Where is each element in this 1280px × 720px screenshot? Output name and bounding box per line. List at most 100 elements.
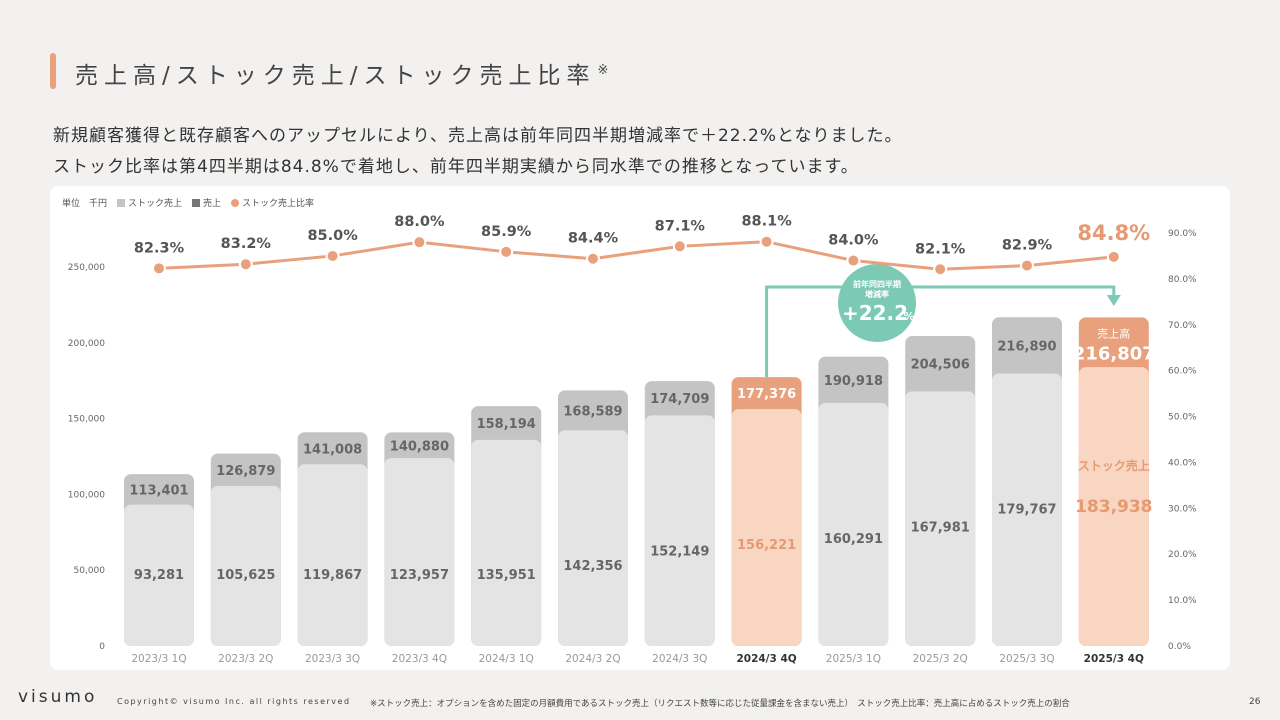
total-value-label: 113,401 — [129, 483, 188, 498]
legend-stock: ストック売上 — [117, 196, 182, 209]
x-tick-label: 2025/3 3Q — [999, 653, 1054, 665]
stock-value-label: 119,867 — [303, 568, 362, 583]
total-value-label: 216,890 — [997, 339, 1056, 354]
ratio-value-label: 82.3% — [134, 240, 185, 256]
ratio-value-label: 85.9% — [481, 224, 532, 240]
ratio-point — [412, 235, 427, 250]
stock-bar — [384, 458, 455, 646]
page-title-text: 売上高/ストック売上/ストック売上比率 — [75, 63, 596, 89]
ratio-value-label: 83.2% — [221, 236, 272, 252]
total-value-label: 158,194 — [477, 417, 536, 432]
ratio-line — [158, 240, 1114, 271]
stock-bar — [558, 430, 628, 646]
stock-value-label: 105,625 — [216, 568, 275, 583]
y-right-tick-label: 50.0% — [1168, 413, 1197, 423]
total-value-label: 190,918 — [824, 374, 883, 389]
yoy-callout-unit: % — [903, 310, 914, 323]
total-value-label: 174,709 — [650, 392, 709, 407]
stock-bar — [1078, 367, 1149, 646]
stock-value-label: 123,957 — [390, 568, 449, 583]
stock-value-label: 183,938 — [1075, 497, 1152, 517]
y-left-tick-label: 200,000 — [68, 339, 105, 349]
stock-bar-caption: ストック売上 — [1078, 458, 1150, 473]
x-tick-label: 2023/3 3Q — [305, 653, 360, 665]
yoy-bracket-line — [765, 285, 1116, 378]
y-right-tick-label: 80.0% — [1168, 275, 1197, 285]
y-left-tick-label: 0 — [99, 642, 105, 652]
stock-bar — [210, 485, 281, 646]
ratio-point — [499, 244, 514, 259]
y-right-tick-label: 40.0% — [1168, 458, 1197, 468]
title-accent-bar — [50, 53, 56, 89]
stock-bar — [471, 439, 542, 646]
stock-bar — [124, 504, 194, 646]
ratio-point — [672, 239, 687, 254]
x-tick-label: 2023/3 4Q — [392, 653, 447, 665]
footnote-text: ※ストック売上：オプションを含めた固定の月額費用であるストック売上（リクエスト数… — [370, 699, 1070, 709]
y-right-tick-label: 20.0% — [1168, 550, 1197, 560]
total-value-label: 168,589 — [563, 404, 622, 419]
yoy-callout-line2: 増減率 — [865, 289, 889, 299]
stock-bar — [818, 402, 889, 646]
legend-total-swatch — [192, 199, 201, 207]
yoy-callout-value: +22.2 — [842, 301, 908, 325]
x-tick-label: 2023/3 2Q — [218, 653, 273, 665]
ratio-value-label: 82.9% — [1002, 238, 1053, 254]
total-value-label: 216,807 — [1073, 343, 1155, 364]
ratio-point — [759, 234, 774, 249]
stock-value-label: 179,767 — [997, 502, 1056, 517]
ratio-value-label: 82.1% — [915, 241, 966, 257]
page-number: 26 — [1249, 697, 1261, 707]
stock-value-label: 152,149 — [650, 544, 709, 559]
x-tick-label: 2025/3 1Q — [826, 653, 881, 665]
ratio-point — [152, 261, 166, 276]
sales-chart: 0 50,000 100,000 150,000 200,000 250,000 0.0% 1… — [68, 214, 1197, 665]
ratio-value-label: 85.0% — [307, 228, 358, 244]
legend-ratio-swatch — [231, 199, 240, 207]
ratio-value-label: 88.0% — [394, 214, 445, 230]
ratio-value-label: 84.4% — [568, 231, 619, 247]
x-tick-label: 2023/3 1Q — [131, 653, 186, 665]
ratio-value-label: 84.8% — [1077, 221, 1150, 245]
unit-label: 単位 千円 — [62, 199, 108, 209]
x-tick-label: 2024/3 2Q — [565, 653, 620, 665]
stock-value-label: 160,291 — [824, 532, 883, 547]
stock-value-label: 93,281 — [134, 568, 184, 583]
stock-bar — [731, 409, 802, 646]
stock-bar — [992, 373, 1062, 646]
total-value-label: 204,506 — [911, 358, 970, 373]
total-value-label: 177,376 — [737, 387, 796, 402]
y-right-tick-label: 90.0% — [1168, 229, 1197, 239]
x-tick-label: 2025/3 2Q — [913, 653, 968, 665]
yoy-callout-line1: 前年同四半期 — [853, 279, 901, 289]
y-left-tick-label: 50,000 — [74, 566, 106, 576]
ratio-value-label: 88.1% — [741, 214, 792, 230]
y-right-tick-label: 60.0% — [1168, 367, 1197, 377]
description-line-1: 新規顧客獲得と既存顧客へのアップセルにより、売上高は前年同四半期増減率で＋22.… — [53, 126, 903, 146]
x-tick-label: 2024/3 1Q — [479, 653, 534, 665]
stock-bar — [905, 391, 976, 646]
legend-ratio-label: ストック売上比率 — [242, 199, 315, 209]
total-bar-caption: 売上高 — [1097, 326, 1130, 340]
stock-value-label: 156,221 — [737, 538, 796, 553]
ratio-point — [846, 253, 861, 268]
copyright-text: Copyright© visumo Inc. all rights reserv… — [117, 697, 351, 706]
stock-bar — [644, 415, 715, 646]
ratio-point — [1020, 258, 1034, 273]
y-right-tick-label: 0.0% — [1168, 642, 1191, 652]
total-value-label: 126,879 — [216, 464, 275, 479]
y-right-tick-label: 30.0% — [1168, 504, 1197, 514]
legend-ratio: ストック売上比率 — [231, 196, 314, 209]
stock-value-label: 142,356 — [563, 559, 622, 574]
ratio-value-label: 84.0% — [828, 233, 879, 249]
ratio-point — [238, 257, 253, 272]
stock-bar — [297, 464, 368, 646]
y-right-tick-label: 10.0% — [1168, 596, 1197, 606]
legend-stock-swatch — [117, 199, 126, 207]
y-right-tick-label: 70.0% — [1168, 321, 1197, 331]
legend-total: 売上 — [192, 196, 221, 209]
legend-stock-label: ストック売上 — [128, 199, 183, 209]
stock-value-label: 167,981 — [911, 520, 970, 535]
stock-value-label: 135,951 — [477, 568, 536, 583]
x-tick-label: 2025/3 4Q — [1084, 653, 1144, 665]
